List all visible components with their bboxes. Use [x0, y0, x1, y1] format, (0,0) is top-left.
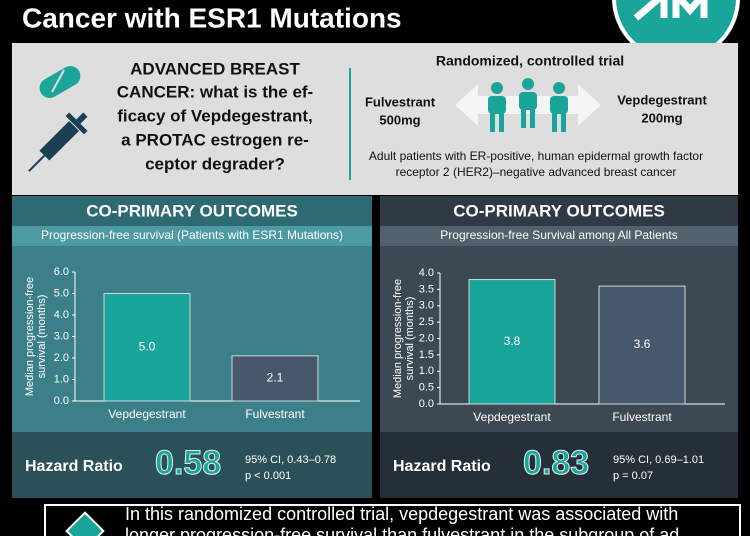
hazard-label: Hazard Ratio [25, 458, 123, 475]
panel-subtitle-band [12, 226, 372, 246]
y-tick-label: 4.0 [419, 267, 434, 279]
logo-mark [633, 0, 708, 21]
y-tick-label: 4.0 [54, 309, 69, 321]
panel-header [12, 196, 372, 226]
arm-name: Vepdegestrant [617, 92, 707, 107]
y-tick-label: 1.0 [54, 373, 69, 385]
question-line: a PROTAC estrogen re- [121, 130, 309, 149]
hazard-area [12, 432, 372, 498]
y-tick-label: 0.5 [419, 382, 434, 394]
intro-panel [12, 43, 738, 195]
value-label: 3.8 [504, 334, 521, 348]
page-title: Cancer with ESR1 Mutations [22, 2, 402, 33]
hazard-ratio: 0.83 [523, 444, 589, 482]
value-label: 3.6 [634, 337, 651, 351]
p-value: p < 0.001 [245, 470, 291, 482]
x-tick-label: Fulvestrant [612, 410, 672, 424]
y-axis-label: Median progression-free [392, 279, 404, 398]
population: Adult patients with ER-positive, human e… [369, 149, 703, 163]
syringe-icon [28, 112, 88, 172]
arm-dose: 500mg [379, 112, 420, 127]
confidence-interval: 95% CI, 0.43–0.78 [245, 454, 336, 466]
arm-dose: 200mg [641, 110, 682, 125]
panel-heading: CO-PRIMARY OUTCOMES [453, 201, 665, 220]
x-tick-label: Vepdegestrant [108, 407, 186, 421]
panel-subtitle-band [380, 226, 738, 246]
hazard-ratio: 0.58 [155, 444, 221, 482]
x-tick-label: Fulvestrant [245, 407, 305, 421]
conclusion-line: longer progression-free survival than fu… [125, 525, 679, 536]
panel-heading: CO-PRIMARY OUTCOMES [86, 201, 298, 220]
pill-icon [39, 66, 81, 98]
value-label: 2.1 [267, 371, 284, 385]
y-tick-label: 0.0 [54, 395, 69, 407]
y-tick-label: 1.5 [419, 349, 434, 361]
y-tick-label: 3.5 [419, 283, 434, 295]
y-tick-label: 2.0 [54, 352, 69, 364]
bar [103, 293, 191, 402]
y-tick-label: 6.0 [54, 266, 69, 278]
chart-title: Progression-free survival (Patients with… [41, 228, 343, 242]
conclusion-icon [65, 511, 105, 536]
y-tick-label: 2.5 [419, 316, 434, 328]
bar [598, 285, 686, 405]
p-value: p = 0.07 [613, 470, 653, 482]
hazard-label: Hazard Ratio [393, 458, 491, 475]
arm-name: Fulvestrant [365, 94, 436, 109]
y-axis-label: Median progression-free [24, 277, 36, 396]
conclusion-box [44, 504, 741, 536]
bar [231, 355, 319, 402]
y-axis-label: survival (months) [404, 297, 416, 381]
y-tick-label: 3.0 [419, 300, 434, 312]
value-label: 5.0 [139, 339, 156, 353]
hazard-area [380, 432, 738, 498]
people-icon [488, 78, 568, 132]
population: receptor 2 (HER2)–negative advanced brea… [396, 165, 677, 179]
question-line: ceptor degrader? [145, 154, 285, 173]
chart-title: Progression-free Survival among All Pati… [440, 228, 677, 242]
y-tick-label: 3.0 [54, 330, 69, 342]
conclusion-line: In this randomized controlled trial, vep… [125, 504, 678, 524]
x-tick-label: Vepdegestrant [473, 410, 551, 424]
panel-header [380, 196, 738, 226]
y-tick-label: 2.0 [419, 332, 434, 344]
y-tick-label: 1.0 [419, 365, 434, 377]
bar [468, 279, 556, 405]
y-tick-label: 0.0 [419, 398, 434, 410]
y-tick-label: 5.0 [54, 287, 69, 299]
question-line: ficacy of Vepdegestrant, [117, 106, 313, 125]
confidence-interval: 95% CI, 0.69–1.01 [613, 454, 704, 466]
y-axis-label: survival (months) [36, 295, 48, 379]
design: Randomized, controlled trial [436, 53, 624, 69]
question-line: CANCER: what is the ef- [117, 82, 313, 101]
question-line: ADVANCED BREAST [130, 59, 300, 78]
